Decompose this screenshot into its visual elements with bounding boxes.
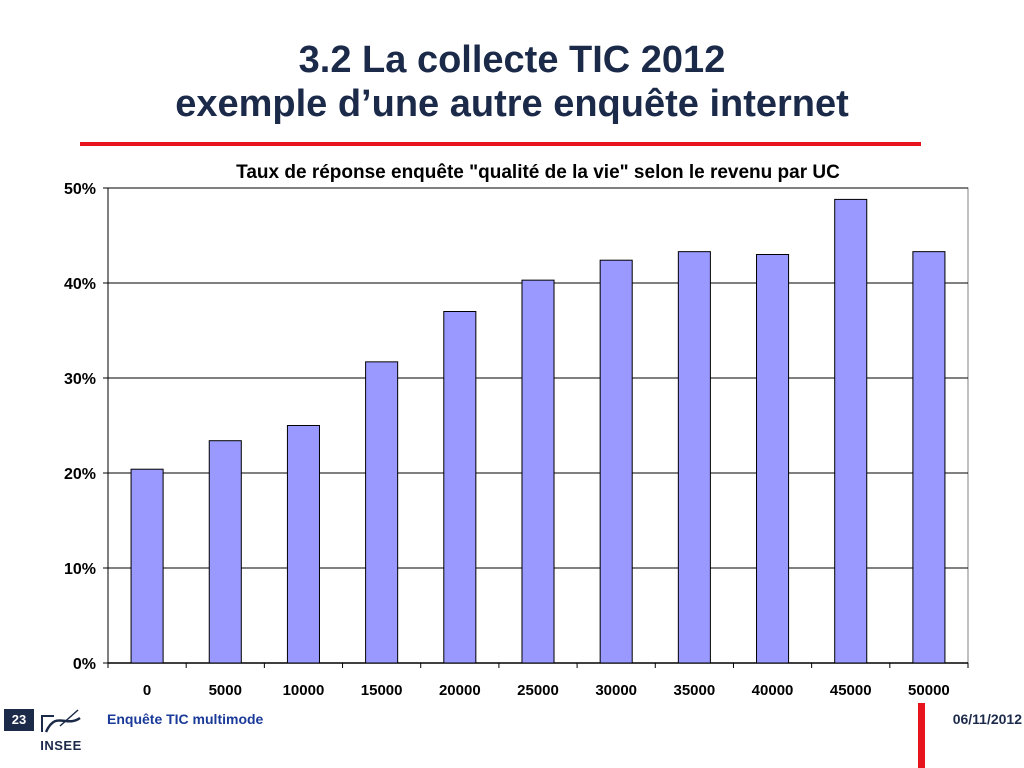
x-tick-label: 15000 xyxy=(361,682,403,699)
bar xyxy=(756,254,790,664)
slide-title: 3.2 La collecte TIC 2012 exemple d’une a… xyxy=(0,38,1024,126)
x-tick-label: 30000 xyxy=(595,682,637,699)
bar xyxy=(599,259,633,664)
x-tick-label: 0 xyxy=(143,682,151,699)
bar xyxy=(834,198,868,664)
bar xyxy=(521,279,555,664)
x-tick-label: 5000 xyxy=(209,682,242,699)
x-tick-label: 35000 xyxy=(674,682,716,699)
y-tick-label: 20% xyxy=(64,466,96,483)
page-number: 23 xyxy=(4,709,34,731)
title-underline xyxy=(80,142,921,146)
y-tick-label: 30% xyxy=(64,371,96,388)
bar xyxy=(208,440,242,664)
x-tick-label: 50000 xyxy=(908,682,950,699)
y-tick-label: 10% xyxy=(64,561,96,578)
x-tick-label: 45000 xyxy=(830,682,872,699)
insee-logo-icon xyxy=(41,709,81,733)
y-tick-label: 50% xyxy=(64,181,96,198)
x-tick-label: 40000 xyxy=(752,682,794,699)
bar xyxy=(677,251,711,664)
bar xyxy=(130,468,164,664)
bar xyxy=(286,425,320,664)
footer-caption: Enquête TIC multimode xyxy=(107,711,264,727)
x-tick-label: 10000 xyxy=(283,682,325,699)
x-tick-label: 20000 xyxy=(439,682,481,699)
footer-red-bar xyxy=(918,703,925,768)
bar xyxy=(912,251,946,664)
insee-logo-text: INSEE xyxy=(40,738,82,753)
y-tick-label: 0% xyxy=(73,656,96,673)
bar xyxy=(443,311,477,664)
chart-title: Taux de réponse enquête "qualité de la v… xyxy=(236,162,840,183)
footer-date: 06/11/2012 xyxy=(952,711,1022,727)
x-tick-label: 25000 xyxy=(517,682,559,699)
slide-title-line-1: 3.2 La collecte TIC 2012 xyxy=(298,39,726,81)
slide-title-line-2: exemple d’une autre enquête internet xyxy=(175,83,849,125)
bar xyxy=(365,361,399,664)
y-tick-label: 40% xyxy=(64,276,96,293)
